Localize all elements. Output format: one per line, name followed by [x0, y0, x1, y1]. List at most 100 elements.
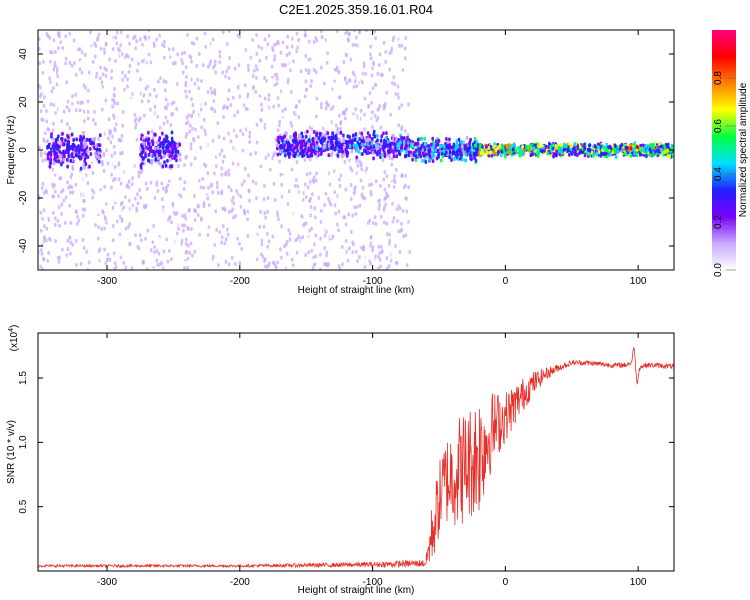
heatmap-cell — [479, 151, 483, 156]
heatmap-cell — [366, 177, 369, 182]
heatmap-cell — [76, 100, 80, 105]
heatmap-cell — [153, 146, 157, 151]
heatmap-cell — [77, 257, 80, 262]
heatmap-cell — [151, 267, 154, 270]
heatmap-cell — [82, 245, 86, 250]
heatmap-cell — [162, 249, 166, 254]
heatmap-cell — [275, 41, 278, 46]
heatmap-cell — [265, 78, 268, 83]
heatmap-cell — [223, 36, 227, 41]
heatmap-cell — [465, 135, 469, 140]
heatmap-cell — [159, 246, 163, 251]
heatmap-cell — [84, 130, 88, 135]
heatmap-cell — [293, 197, 297, 202]
heatmap-cell — [329, 235, 332, 240]
heatmap-cell — [68, 184, 72, 189]
y-tick-label: 0.5 — [18, 499, 29, 513]
heatmap-cell — [345, 227, 348, 232]
heatmap-cell — [565, 144, 568, 149]
heatmap-cell — [101, 209, 104, 214]
heatmap-cell — [112, 113, 115, 118]
heatmap-cell — [327, 135, 331, 140]
heatmap-cell — [206, 171, 210, 176]
heatmap-cell — [184, 121, 188, 126]
heatmap-cell — [144, 58, 147, 63]
heatmap-cell — [118, 232, 122, 237]
heatmap-cell — [52, 194, 56, 199]
heatmap-cell — [264, 110, 268, 115]
heatmap-cell — [473, 155, 476, 160]
heatmap-cell — [328, 159, 331, 164]
heatmap-cell — [231, 161, 235, 166]
heatmap-cell — [194, 208, 197, 213]
heatmap-cell — [117, 114, 121, 119]
heatmap-cell — [266, 244, 269, 249]
heatmap-cell — [406, 135, 409, 140]
heatmap-cell — [297, 234, 300, 239]
heatmap-cell — [110, 153, 114, 158]
heatmap-cell — [371, 117, 375, 122]
heatmap-cell — [120, 219, 124, 224]
heatmap-cell — [361, 71, 365, 76]
heatmap-cell — [358, 131, 362, 136]
heatmap-cell — [111, 47, 115, 52]
heatmap-cell — [378, 257, 382, 262]
heatmap-cell — [45, 119, 49, 124]
heatmap-cell — [220, 172, 224, 177]
heatmap-cell — [87, 243, 90, 248]
heatmap-cell — [58, 61, 61, 66]
heatmap-cell — [211, 264, 214, 269]
heatmap-cell — [343, 116, 347, 121]
heatmap-cell — [437, 139, 441, 144]
heatmap-cell — [605, 142, 609, 147]
heatmap-cell — [357, 172, 360, 177]
heatmap-cell — [282, 135, 286, 140]
heatmap-cell — [358, 30, 361, 34]
heatmap-cell — [158, 112, 161, 117]
heatmap-cell — [198, 232, 202, 237]
heatmap-cell — [135, 122, 138, 127]
heatmap-cell — [365, 84, 369, 89]
snr-scale-label: (x104) — [8, 325, 20, 352]
heatmap-cell — [183, 50, 186, 55]
heatmap-cell — [285, 45, 289, 50]
heatmap-cell — [99, 46, 103, 51]
heatmap-cell — [186, 265, 189, 270]
heatmap-cell — [180, 242, 183, 247]
heatmap-cell — [408, 30, 411, 35]
heatmap-cell — [132, 106, 135, 111]
heatmap-cell — [644, 144, 648, 149]
heatmap-cell — [260, 102, 263, 107]
heatmap-cell — [282, 63, 286, 68]
heatmap-cell — [307, 71, 310, 76]
heatmap-cell — [389, 91, 393, 96]
heatmap-cell — [61, 45, 65, 50]
heatmap-cell — [174, 191, 178, 196]
heatmap-cell — [128, 251, 132, 256]
heatmap-cell — [310, 79, 313, 84]
heatmap-cell — [263, 96, 267, 101]
heatmap-cell — [363, 148, 367, 153]
heatmap-cell — [359, 105, 363, 110]
heatmap-cell — [649, 153, 652, 158]
heatmap-cell — [518, 149, 522, 154]
heatmap-cell — [314, 178, 318, 183]
heatmap-cell — [53, 157, 56, 162]
heatmap-cell — [46, 181, 49, 186]
heatmap-cell — [267, 239, 271, 244]
heatmap-cell — [416, 141, 420, 146]
spectrogram-ylabel: Frequency (Hz) — [6, 116, 17, 185]
heatmap-cell — [531, 152, 534, 157]
heatmap-cell — [464, 152, 468, 157]
heatmap-cell — [441, 154, 445, 159]
heatmap-cell — [400, 221, 403, 226]
heatmap-cell — [64, 61, 67, 66]
heatmap-cell — [100, 174, 103, 179]
heatmap-cell — [165, 136, 168, 141]
heatmap-cell — [119, 151, 122, 156]
heatmap-cell — [186, 120, 190, 125]
heatmap-cell — [137, 220, 141, 225]
heatmap-cell — [361, 151, 364, 156]
heatmap-cell — [215, 227, 219, 232]
heatmap-cell — [249, 159, 253, 164]
